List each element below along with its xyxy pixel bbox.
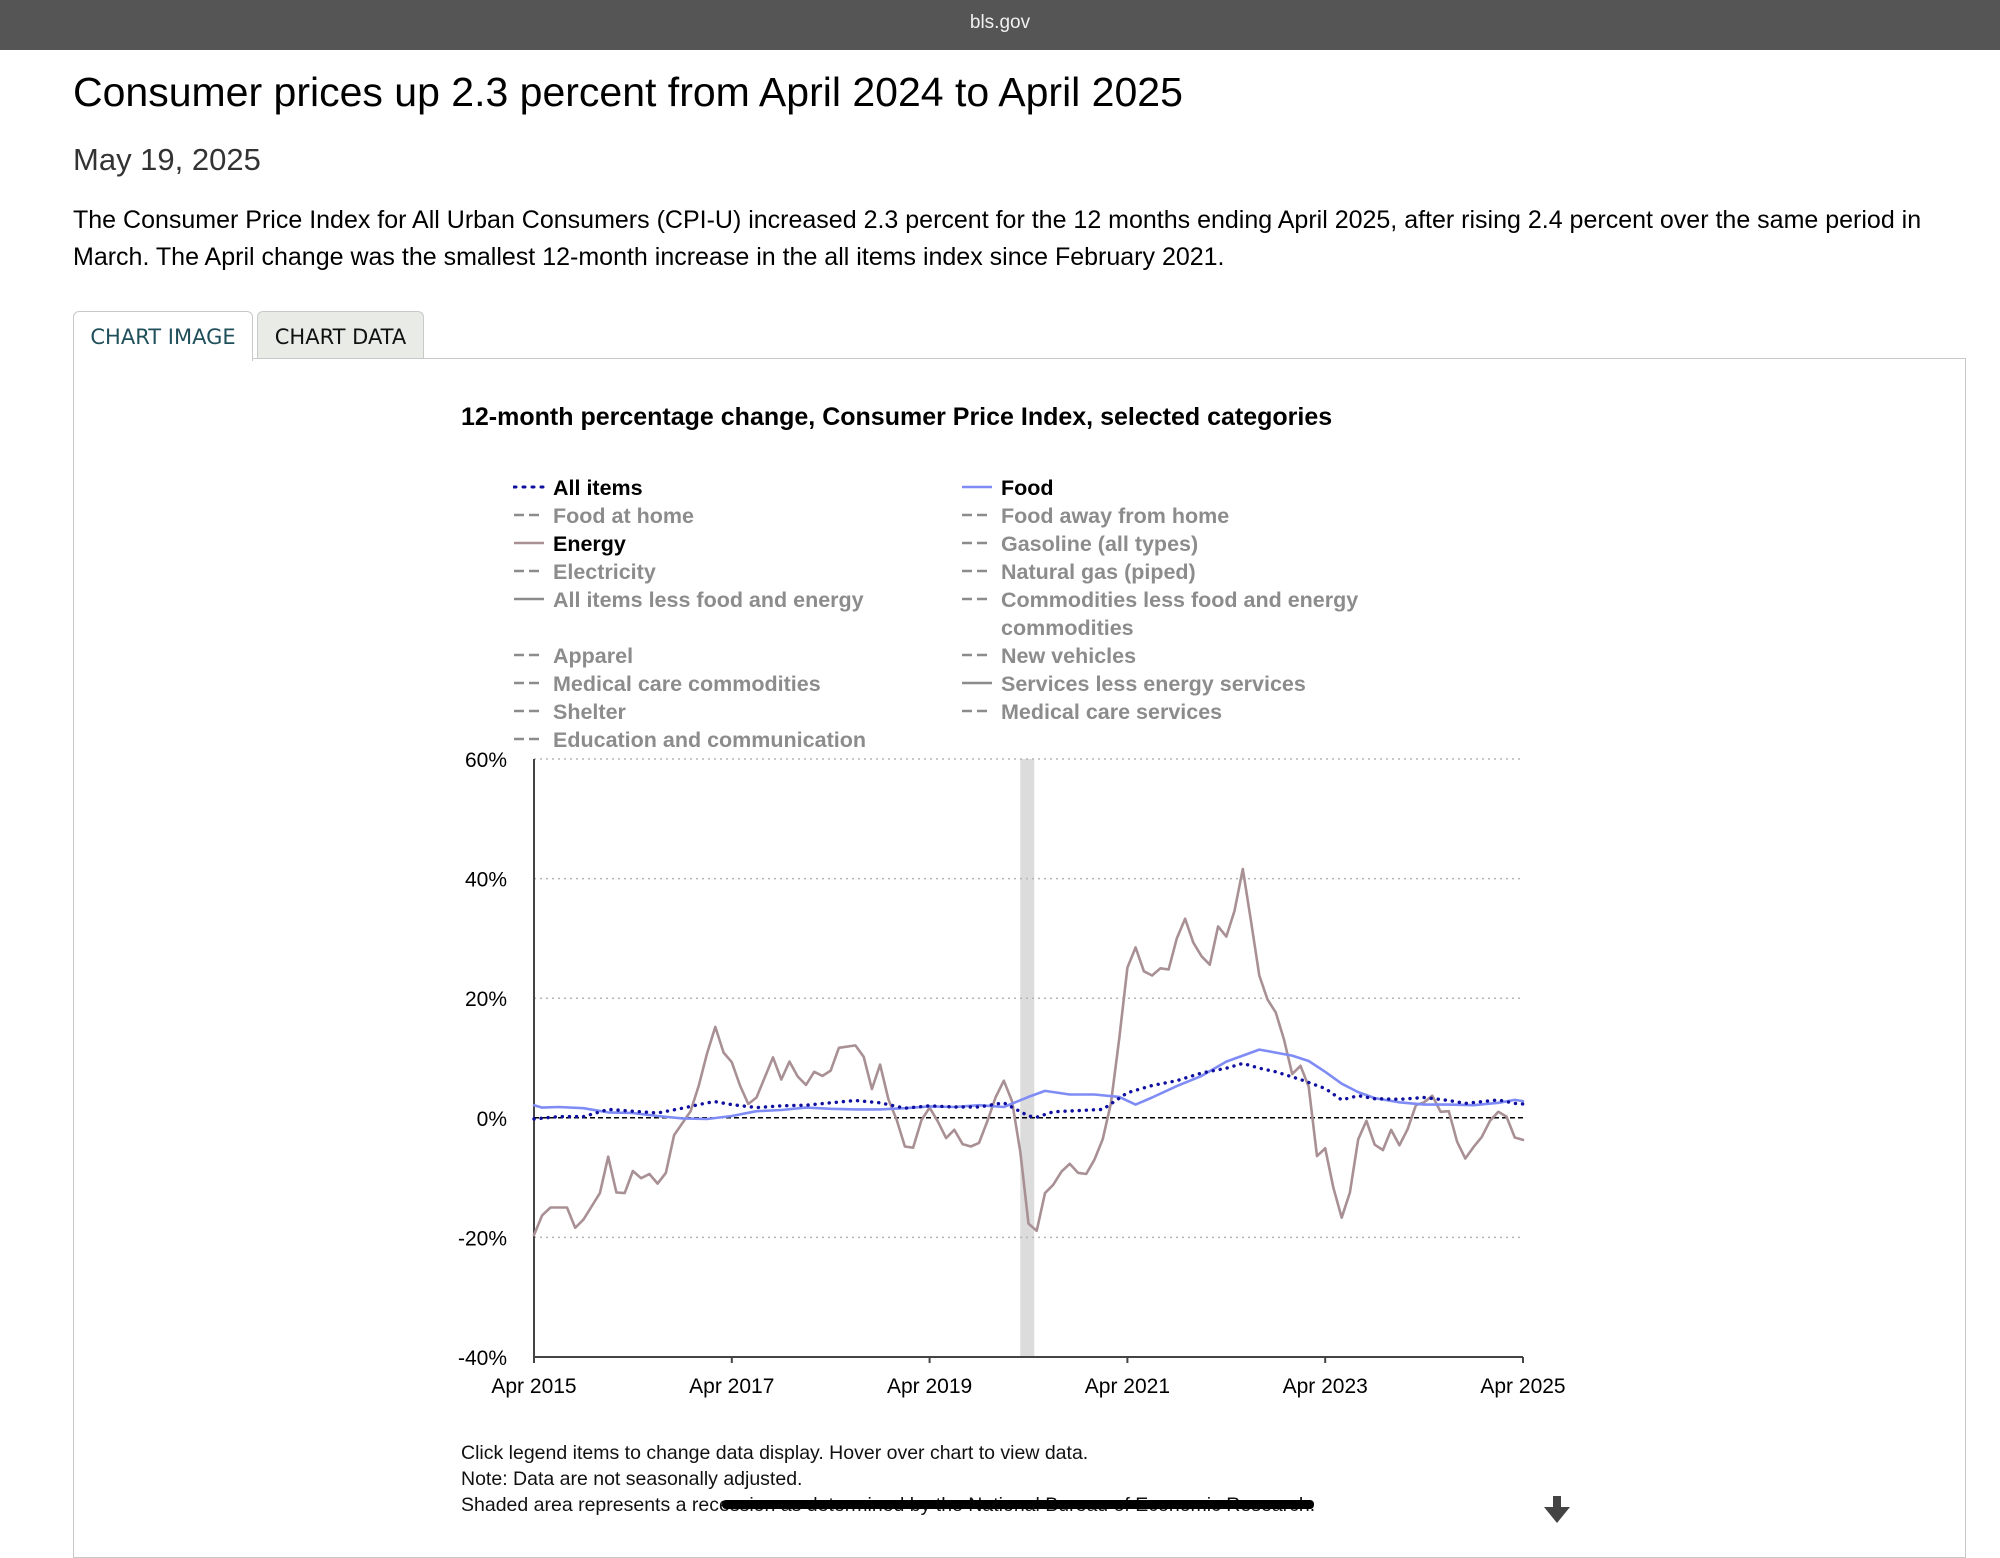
legend-label: Food at home <box>553 504 694 528</box>
legend-label: All items <box>553 476 643 500</box>
legend-label: Food away from home <box>1001 504 1230 528</box>
legend-swatch-apparel <box>514 653 544 657</box>
legend-item-energy[interactable]: Energy <box>513 530 626 558</box>
legend-swatch-medical-care-services <box>962 709 992 713</box>
legend-label: Gasoline (all types) <box>1001 532 1199 556</box>
legend-item-shelter[interactable]: Shelter <box>513 698 626 726</box>
legend-item-services-less-energy-services[interactable]: Services less energy services <box>961 670 1306 698</box>
legend-label: Energy <box>553 532 626 556</box>
series-line-food[interactable] <box>532 1048 1525 1121</box>
legend-item-electricity[interactable]: Electricity <box>513 558 656 586</box>
recession-shading <box>1020 759 1035 1357</box>
tab-chart-data[interactable]: CHART DATA <box>257 311 424 359</box>
legend-swatch-new-vehicles <box>962 653 992 657</box>
legend-item-food-at-home[interactable]: Food at home <box>513 502 694 530</box>
legend-label: Apparel <box>553 644 634 668</box>
legend-swatch-commodities-less-food-and-energy-commodities <box>962 597 992 601</box>
legend-swatch-food <box>962 485 992 489</box>
note-interaction-hint: Click legend items to change data displa… <box>461 1442 1089 1464</box>
legend-swatch-shelter <box>514 709 544 713</box>
note-seasonal-adjustment: Note: Data are not seasonally adjusted. <box>461 1468 803 1490</box>
legend-label: Electricity <box>553 560 656 584</box>
tab-chart-image[interactable]: CHART IMAGE <box>73 311 253 361</box>
legend-item-medical-care-commodities[interactable]: Medical care commodities <box>513 670 821 698</box>
legend-item-food[interactable]: Food <box>961 474 1054 502</box>
x-tick-label: Apr 2015 <box>491 1375 576 1398</box>
legend-label: Education and communication <box>553 728 866 752</box>
legend-label: Services less energy services <box>1001 672 1306 696</box>
legend-swatch-medical-care-commodities <box>514 681 544 685</box>
x-tick-label: Apr 2025 <box>1480 1375 1565 1398</box>
intro-paragraph: The Consumer Price Index for All Urban C… <box>73 206 1922 271</box>
x-tick-label: Apr 2017 <box>689 1375 774 1398</box>
legend-label: Medical care services <box>1001 700 1223 724</box>
y-tick-label: -20% <box>458 1227 507 1250</box>
page-title: Consumer prices up 2.3 percent from Apri… <box>73 69 1183 115</box>
y-tick-label: 0% <box>477 1108 507 1131</box>
x-tick-label: Apr 2021 <box>1085 1375 1170 1398</box>
legend-label: All items less food and energy <box>553 588 864 612</box>
legend-label: Shelter <box>553 700 626 724</box>
legend-item-gasoline-all-types[interactable]: Gasoline (all types) <box>961 530 1198 558</box>
legend-label: Commodities less food and energy commodi… <box>1001 588 1359 640</box>
redaction-mark <box>722 1500 1314 1509</box>
legend-swatch-all-items-less-food-and-energy <box>514 597 544 601</box>
browser-address-bar[interactable]: bls.gov <box>0 0 2000 50</box>
series-line-energy[interactable] <box>532 867 1525 1237</box>
legend-label: New vehicles <box>1001 644 1137 668</box>
legend-swatch-food-at-home <box>514 513 544 517</box>
legend-label: Natural gas (piped) <box>1001 560 1196 584</box>
chart-title: 12-month percentage change, Consumer Pri… <box>461 403 1333 431</box>
legend-swatch-education-and-communication <box>514 737 544 741</box>
legend-item-all-items[interactable]: All items <box>513 474 643 502</box>
x-tick-label: Apr 2019 <box>887 1375 972 1398</box>
legend-swatch-services-less-energy-services <box>962 681 992 685</box>
scroll-down-arrow-icon[interactable] <box>1542 1496 1572 1524</box>
legend-item-all-items-less-food-and-energy[interactable]: All items less food and energy <box>513 586 864 614</box>
y-tick-label: 60% <box>465 749 507 772</box>
x-tick-label: Apr 2023 <box>1283 1375 1368 1398</box>
legend-label: Food <box>1001 476 1054 500</box>
url-text: bls.gov <box>969 12 1031 33</box>
legend-item-new-vehicles[interactable]: New vehicles <box>961 642 1136 670</box>
y-tick-label: 40% <box>465 869 507 892</box>
legend-item-medical-care-services[interactable]: Medical care services <box>961 698 1222 726</box>
legend-item-education-and-communication[interactable]: Education and communication <box>513 726 866 754</box>
line-chart[interactable]: 60% 40% 20% 0% -20% -40% Apr 2015 Apr 2017 Apr 2… <box>0 0 2000 1524</box>
legend-swatch-natural-gas-piped <box>962 569 992 573</box>
legend-item-commodities-less-food-and-energy-commodities[interactable]: Commodities less food and energy commodi… <box>961 586 1391 640</box>
legend-swatch-gasoline-all-types <box>962 541 992 545</box>
series-line-all-items[interactable] <box>532 1061 1525 1121</box>
y-tick-label: 20% <box>465 988 507 1011</box>
legend-item-apparel[interactable]: Apparel <box>513 642 633 670</box>
legend-item-food-away-from-home[interactable]: Food away from home <box>961 502 1229 530</box>
legend-label: Medical care commodities <box>553 672 821 696</box>
legend-swatch-energy <box>514 541 544 545</box>
legend-swatch-electricity <box>514 569 544 573</box>
legend-item-natural-gas-piped[interactable]: Natural gas (piped) <box>961 558 1196 586</box>
release-date: May 19, 2025 <box>73 142 261 177</box>
y-tick-label: -40% <box>458 1347 507 1370</box>
legend-swatch-food-away-from-home <box>962 513 992 517</box>
